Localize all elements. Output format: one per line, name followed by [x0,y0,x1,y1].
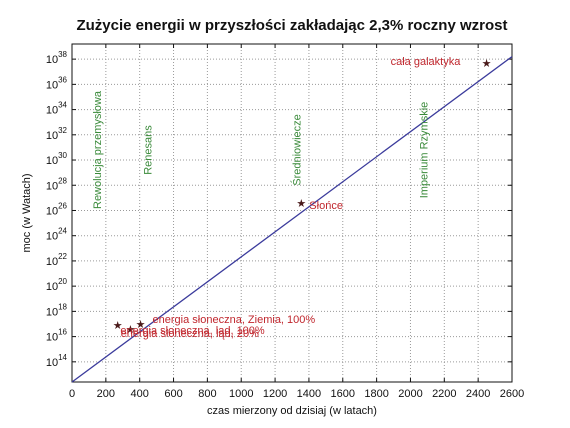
star-marker: ★ [482,57,492,70]
era-label: Renesans [143,125,155,175]
y-tick-label: 1020 [46,277,68,293]
star-marker: ★ [136,318,146,331]
y-tick-label: 1024 [46,227,68,243]
x-tick-label: 1800 [364,388,388,400]
x-tick-label: 2600 [500,388,524,400]
x-tick-label: 1400 [297,388,321,400]
point-label: cała galaktyka [391,56,462,68]
plot-frame [71,43,513,383]
era-label: Średniowiecze [290,114,303,186]
y-tick-label: 1030 [46,151,68,167]
x-tick-label: 1200 [263,388,287,400]
y-axis-label: moc (w Watach) [21,173,33,252]
point-label: energia słoneczna, ląd, 20% [121,328,259,340]
y-tick-label: 1018 [46,302,68,318]
x-tick-label: 1000 [229,388,253,400]
point-label: Słońce [309,200,343,212]
y-tick-label: 1016 [46,328,68,344]
y-tick-label: 1032 [46,126,68,142]
x-tick-label: 2200 [432,388,456,400]
x-tick-label: 1600 [331,388,355,400]
point-label: energia słoneczna, Ziemia, 100% [153,314,316,326]
era-labels: Imperium Rzymskie Średniowiecze Renesans Re… [92,90,431,209]
x-tick-label: 2000 [398,388,422,400]
y-tick-label: 1036 [46,75,68,91]
y-tick-label: 1022 [46,252,68,268]
y-tick-label: 1014 [46,353,68,369]
y-axis: 1014 1016 1018 1020 1022 1024 1026 1028 1030 1032… [46,50,512,369]
x-tick-label: 0 [69,388,75,400]
x-axis-label: czas mierzony od dzisiaj (w latach) [207,405,377,417]
point-label: energia słoneczna, ląd, 100% [120,325,265,337]
x-tick-label: 600 [164,388,182,400]
era-label: Imperium Rzymskie [418,102,430,199]
star-marker: ★ [125,323,135,336]
star-marker: ★ [296,197,306,210]
era-label: Rewolucja przemysłowa [92,90,104,209]
annotated-points: ★energia słoneczna, ląd, 20%★energia sło… [113,56,492,340]
y-tick-label: 1038 [46,50,68,66]
growth-line [71,56,513,383]
x-tick-label: 2400 [466,388,490,400]
x-axis: 0 200 400 600 800 1000 1200 1400 1600 1800 2000 220… [69,44,524,400]
y-tick-label: 1034 [46,101,68,117]
chart-title: Zużycie energii w przyszłości zakładając… [76,17,507,34]
x-tick-label: 800 [198,388,216,400]
star-marker: ★ [113,319,123,332]
series [71,56,513,383]
x-tick-label: 200 [97,388,115,400]
y-tick-label: 1028 [46,176,68,192]
x-tick-label: 400 [131,388,149,400]
grid [72,44,512,382]
y-tick-label: 1026 [46,201,68,217]
